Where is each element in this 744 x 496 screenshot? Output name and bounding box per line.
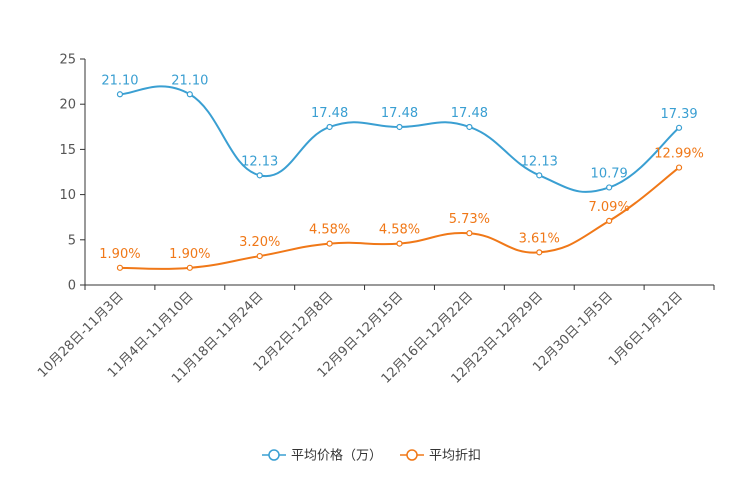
- data-label: 21.10: [171, 73, 208, 88]
- legend-marker: [268, 449, 280, 461]
- y-tick-label: 0: [68, 279, 76, 294]
- data-label: 4.58%: [379, 223, 420, 238]
- data-point[interactable]: [536, 249, 543, 256]
- y-tick-label: 25: [59, 53, 76, 68]
- data-point[interactable]: [606, 184, 613, 191]
- series-1: 1.90% 1.90% 3.20% 4.58% 4.58% 5.73% 3.61% 7.09%…: [99, 147, 704, 271]
- series-layer: 21.10 21.10 12.13 17.48 17.48 17.48 12.13 10.79…: [99, 73, 704, 271]
- data-point[interactable]: [606, 217, 613, 225]
- data-point[interactable]: [326, 123, 333, 131]
- legend-label: 平均折扣: [429, 449, 481, 464]
- data-label: 21.10: [101, 73, 138, 88]
- data-label: 12.13: [241, 154, 278, 169]
- data-label: 3.20%: [239, 235, 280, 250]
- data-label: 10.79: [591, 166, 628, 181]
- data-label: 3.61%: [519, 231, 560, 246]
- data-point[interactable]: [536, 172, 543, 179]
- data-point[interactable]: [116, 264, 124, 271]
- y-tick-label: 15: [59, 143, 76, 158]
- data-label: 17.48: [451, 106, 488, 121]
- legend-marker: [406, 449, 418, 461]
- legend-item-1[interactable]: 平均折扣: [400, 449, 481, 464]
- legend[interactable]: 平均价格（万） 平均折扣: [262, 448, 481, 464]
- data-point[interactable]: [116, 91, 124, 98]
- y-tick-label: 5: [68, 233, 76, 248]
- data-label: 17.39: [660, 107, 697, 122]
- data-point[interactable]: [675, 124, 683, 131]
- data-label: 4.58%: [309, 223, 350, 238]
- data-label: 7.09%: [589, 200, 630, 215]
- data-label: 12.99%: [654, 147, 704, 162]
- data-label: 1.90%: [169, 247, 210, 262]
- x-axis: 10月28日-11月3日11月4日-11月10日11月18日-11月24日12月…: [35, 284, 715, 387]
- data-label: 1.90%: [99, 247, 140, 262]
- data-point[interactable]: [466, 123, 473, 131]
- data-point[interactable]: [396, 123, 403, 131]
- data-label: 5.73%: [449, 212, 490, 227]
- data-point[interactable]: [256, 252, 263, 260]
- data-point[interactable]: [466, 230, 473, 237]
- data-label: 17.48: [381, 106, 418, 121]
- data-point[interactable]: [326, 240, 333, 247]
- y-axis: 0 5 10 15 20 25: [59, 53, 86, 294]
- y-tick-label: 20: [59, 98, 76, 113]
- legend-item-0[interactable]: 平均价格（万）: [262, 448, 382, 464]
- series-line: [119, 85, 680, 193]
- series-0: 21.10 21.10 12.13 17.48 17.48 17.48 12.13 10.79…: [101, 73, 698, 193]
- data-label: 17.48: [311, 106, 348, 121]
- data-point[interactable]: [256, 172, 263, 179]
- data-point[interactable]: [186, 264, 193, 271]
- legend-label: 平均价格（万）: [291, 448, 382, 464]
- data-point[interactable]: [396, 240, 403, 247]
- y-tick-label: 10: [59, 188, 76, 203]
- data-label: 12.13: [521, 154, 558, 169]
- data-point[interactable]: [186, 91, 193, 98]
- x-tick-label: 1月6日-1月12日: [606, 289, 686, 369]
- data-point[interactable]: [675, 164, 683, 171]
